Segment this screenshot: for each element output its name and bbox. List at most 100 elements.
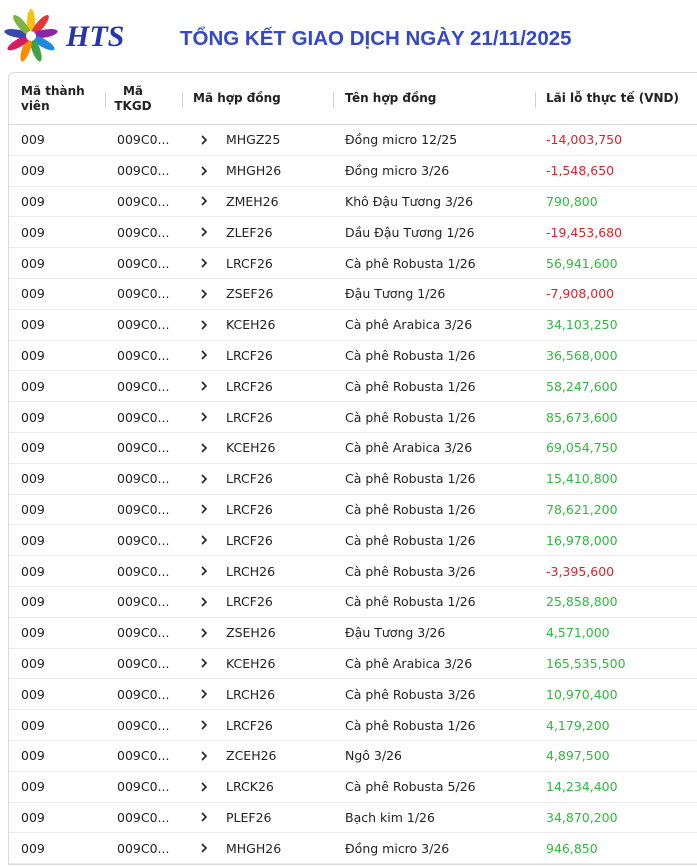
expand-chevron[interactable] (199, 556, 209, 586)
table-row: 009 009C0... ZSEH26 Đậu Tương 3/26 4,571,000 (9, 618, 697, 649)
contract-name: Cà phê Robusta 1/26 (345, 594, 476, 610)
contract-name: Cà phê Arabica 3/26 (345, 440, 473, 456)
expand-chevron[interactable] (199, 310, 209, 340)
expand-chevron[interactable] (199, 772, 209, 802)
contract-name: Cà phê Robusta 1/26 (345, 532, 476, 548)
account-id: 009C0... (117, 378, 170, 394)
member-id: 009 (21, 717, 45, 733)
contract-code: LRCH26 (226, 563, 276, 579)
table-row: 009 009C0... PLEF26 Bạch kim 1/26 34,870,200 (9, 803, 697, 834)
contract-name: Đồng micro 3/26 (345, 163, 450, 179)
member-id: 009 (21, 409, 45, 425)
member-id: 009 (21, 132, 45, 148)
member-id: 009 (21, 686, 45, 702)
table-row: 009 009C0... ZLEF26 Dầu Đậu Tương 1/26 -19,4… (9, 217, 697, 249)
account-id: 009C0... (117, 748, 170, 764)
table-row: 009 009C0... LRCF26 Cà phê Robusta 1/26 15,4… (9, 464, 697, 495)
contract-code: ZMEH26 (226, 193, 279, 209)
table-row: 009 009C0... LRCF26 Cà phê Robusta 1/26 85,6… (9, 402, 697, 433)
chevron-icon (201, 628, 208, 638)
contract-code: KCEH26 (226, 317, 276, 333)
pnl: 165,535,500 (546, 655, 626, 671)
contract-code: LRCF26 (226, 471, 273, 487)
table-row: 009 009C0... MHGZ25 Đồng micro 12/25 -14,003… (9, 125, 697, 156)
contract-code: ZCEH26 (226, 748, 277, 764)
table-row: 009 009C0... LRCF26 Cà phê Robusta 1/26 58,2… (9, 371, 697, 403)
contract-code: LRCK26 (226, 779, 274, 795)
table-row: 009 009C0... KCEH26 Cà phê Arabica 3/26 69,0… (9, 433, 697, 464)
member-id: 009 (21, 193, 45, 209)
expand-chevron[interactable] (199, 402, 209, 432)
chevron-icon (201, 597, 208, 607)
expand-chevron[interactable] (199, 125, 209, 155)
contract-name: Cà phê Robusta 1/26 (345, 255, 476, 271)
member-id: 009 (21, 501, 45, 517)
contract-code: ZSEH26 (226, 625, 276, 641)
expand-chevron[interactable] (199, 495, 209, 525)
expand-chevron[interactable] (199, 248, 209, 278)
expand-chevron[interactable] (199, 187, 209, 217)
expand-chevron[interactable] (199, 217, 209, 247)
pnl: 4,179,200 (546, 717, 610, 733)
expand-chevron[interactable] (199, 710, 209, 740)
contract-code: LRCF26 (226, 717, 273, 733)
contract-name: Cà phê Robusta 1/26 (345, 717, 476, 733)
member-id: 009 (21, 286, 45, 302)
expand-chevron[interactable] (199, 741, 209, 771)
account-id: 009C0... (117, 625, 170, 641)
account-id: 009C0... (117, 655, 170, 671)
contract-code: ZSEF26 (226, 286, 274, 302)
contract-code: PLEF26 (226, 809, 272, 825)
expand-chevron[interactable] (199, 649, 209, 679)
page-title: TỔNG KẾT GIAO DỊCH NGÀY 21/11/2025 (180, 27, 572, 50)
member-id: 009 (21, 625, 45, 641)
chevron-icon (201, 720, 208, 730)
chevron-icon (201, 412, 208, 422)
contract-code: KCEH26 (226, 655, 276, 671)
pnl: -1,548,650 (546, 163, 615, 179)
account-id: 009C0... (117, 532, 170, 548)
contract-code: MHGH26 (226, 163, 282, 179)
table-row: 009 009C0... LRCH26 Cà phê Robusta 3/26 10,9… (9, 679, 697, 711)
member-id: 009 (21, 163, 45, 179)
expand-chevron[interactable] (199, 679, 209, 709)
pnl: 16,978,000 (546, 532, 618, 548)
expand-chevron[interactable] (199, 587, 209, 617)
pnl: 58,247,600 (546, 378, 618, 394)
contract-code: LRCF26 (226, 501, 273, 517)
chevron-icon (201, 320, 208, 330)
chevron-icon (201, 658, 208, 669)
expand-chevron[interactable] (199, 464, 209, 494)
table-row: 009 009C0... LRCF26 Cà phê Robusta 1/26 25,8… (9, 587, 697, 618)
expand-chevron[interactable] (199, 525, 209, 555)
contract-code: ZLEF26 (226, 224, 273, 240)
table-header: Mã thành viên Mã TKGD Mã hợp đồng Tên hợp đ… (9, 73, 697, 125)
chevron-icon (201, 843, 208, 853)
expand-chevron[interactable] (199, 156, 209, 186)
expand-chevron[interactable] (199, 803, 209, 833)
chevron-icon (201, 258, 208, 268)
expand-chevron[interactable] (199, 371, 209, 401)
contract-name: Cà phê Arabica 3/26 (345, 655, 473, 671)
contract-code: LRCF26 (226, 594, 273, 610)
expand-chevron[interactable] (199, 618, 209, 648)
contract-name: Cà phê Robusta 3/26 (345, 563, 476, 579)
member-id: 009 (21, 471, 45, 487)
chevron-icon (201, 474, 208, 484)
expand-chevron[interactable] (199, 279, 209, 309)
account-id: 009C0... (117, 163, 170, 179)
expand-chevron[interactable] (199, 833, 209, 863)
contract-code: MHGH26 (226, 840, 282, 856)
account-id: 009C0... (117, 286, 170, 302)
table-row: 009 009C0... LRCF26 Cà phê Robusta 1/26 36,5… (9, 341, 697, 372)
chevron-icon (201, 350, 208, 361)
column-header: Mã hợp đồng (193, 91, 281, 105)
chevron-icon (201, 227, 208, 237)
chevron-icon (201, 782, 208, 792)
expand-chevron[interactable] (199, 341, 209, 371)
expand-chevron[interactable] (199, 433, 209, 463)
pnl: 4,571,000 (546, 625, 610, 641)
pnl: 25,858,800 (546, 594, 618, 610)
table-row: 009 009C0... LRCF26 Cà phê Robusta 1/26 4,17… (9, 710, 697, 741)
